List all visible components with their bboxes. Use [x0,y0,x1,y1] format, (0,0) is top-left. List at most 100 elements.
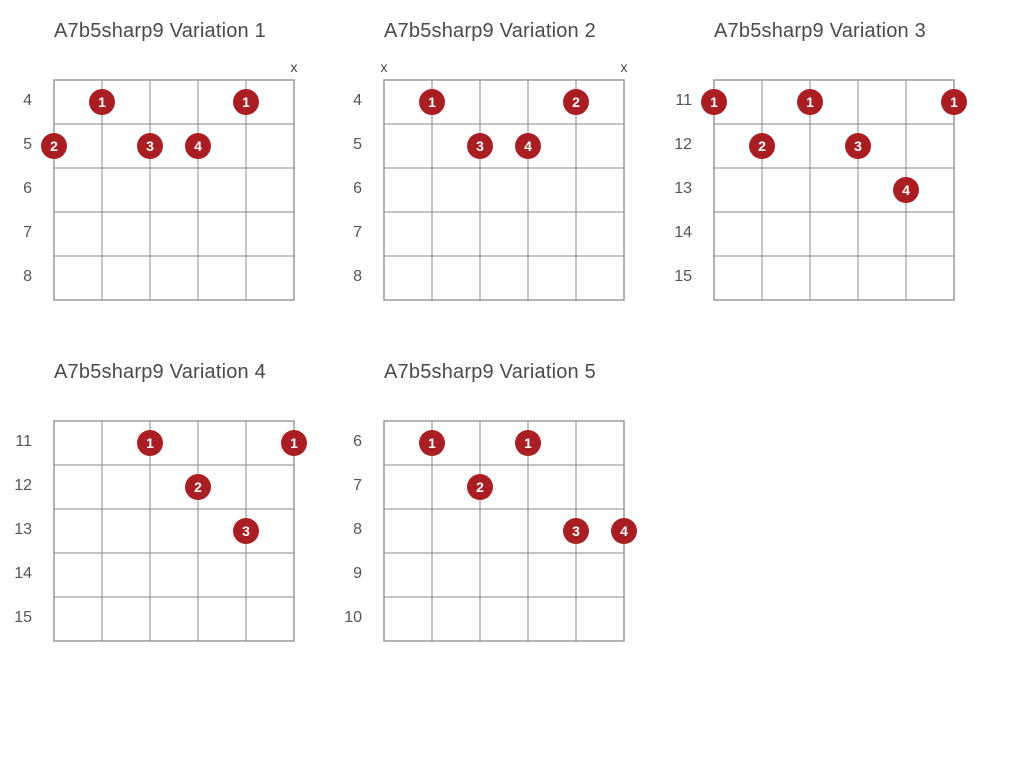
diagram-wrap: 678910 1 1 2 3 4 [340,402,640,642]
chord-title: A7b5sharp9 Variation 4 [10,361,310,384]
svg-text:2: 2 [572,94,580,110]
fret-labels: 678910 [340,420,368,640]
svg-text:1: 1 [950,94,958,110]
fretboard-grid: 1 2 3 4 [368,79,640,301]
svg-text:4: 4 [194,138,202,154]
svg-text:1: 1 [98,94,106,110]
fretboard-grid: 1 1 2 3 4 [38,79,310,301]
grid-area: xx1234 [368,61,640,301]
mute-row [368,402,640,420]
finger-dot: 3 [845,133,871,159]
finger-dot: 4 [185,133,211,159]
diagram-wrap: 45678x11234 [10,61,310,301]
fret-label: 6 [340,167,362,211]
fret-label: 13 [670,167,692,211]
svg-text:1: 1 [428,435,436,451]
finger-dot: 2 [467,474,493,500]
chord-grid-page: A7b5sharp9 Variation 145678x11234A7b5sha… [10,20,1014,642]
fret-label: 9 [340,552,362,596]
chord-diagram: A7b5sharp9 Variation 31112131415111234 [670,20,970,301]
chord-title: A7b5sharp9 Variation 1 [10,20,310,43]
diagram-wrap: 1112131415111234 [670,61,970,301]
fret-label: 11 [670,79,692,123]
fret-label: 15 [670,255,692,299]
svg-text:1: 1 [806,94,814,110]
fret-label: 4 [10,79,32,123]
svg-text:3: 3 [854,138,862,154]
mute-mark: x [291,59,298,75]
svg-text:2: 2 [758,138,766,154]
fret-labels: 45678 [10,79,38,299]
finger-dot: 1 [419,89,445,115]
svg-text:1: 1 [146,435,154,451]
fret-label: 7 [340,464,362,508]
finger-dot: 1 [515,430,541,456]
fret-label: 6 [340,420,362,464]
svg-text:1: 1 [428,94,436,110]
svg-text:2: 2 [476,479,484,495]
fret-label: 4 [340,79,362,123]
fret-label: 8 [340,255,362,299]
finger-dot: 2 [749,133,775,159]
chord-diagram: A7b5sharp9 Variation 5 678910 1 1 2 3 4 [340,361,640,642]
svg-text:2: 2 [50,138,58,154]
grid-area: 1 1 1 2 3 4 [698,61,970,301]
fret-label: 5 [10,123,32,167]
fret-label: 5 [340,123,362,167]
finger-dot: 1 [89,89,115,115]
mute-row [38,402,310,420]
finger-dot: 1 [281,430,307,456]
svg-text:3: 3 [572,523,580,539]
fretboard-grid: 1 1 2 3 [38,420,310,642]
svg-text:3: 3 [476,138,484,154]
svg-text:1: 1 [290,435,298,451]
mute-row: x [38,61,310,79]
chord-diagram: A7b5sharp9 Variation 145678x11234 [10,20,310,301]
mute-row: xx [368,61,640,79]
fret-label: 8 [10,255,32,299]
svg-text:4: 4 [620,523,628,539]
fretboard-grid: 1 1 1 2 3 4 [698,79,970,301]
finger-dot: 4 [515,133,541,159]
grid-area: 1 1 2 3 [38,402,310,642]
finger-dot: 4 [893,177,919,203]
finger-dot: 2 [185,474,211,500]
chord-title: A7b5sharp9 Variation 3 [670,20,970,43]
grid-area: x 1 1 2 3 4 [38,61,310,301]
finger-dot: 1 [233,89,259,115]
finger-dot: 3 [233,518,259,544]
finger-dot: 1 [701,89,727,115]
fret-label: 15 [10,596,32,640]
chord-title: A7b5sharp9 Variation 5 [340,361,640,384]
chord-title: A7b5sharp9 Variation 2 [340,20,640,43]
fret-labels: 1112131415 [10,420,38,640]
fret-label: 6 [10,167,32,211]
fret-label: 10 [340,596,362,640]
finger-dot: 1 [419,430,445,456]
finger-dot: 2 [563,89,589,115]
fret-label: 13 [10,508,32,552]
svg-text:1: 1 [710,94,718,110]
fret-label: 7 [340,211,362,255]
diagram-wrap: 45678xx1234 [340,61,640,301]
svg-text:2: 2 [194,479,202,495]
mute-mark: x [381,59,388,75]
mute-row [698,61,970,79]
fret-label: 14 [670,211,692,255]
mute-mark: x [621,59,628,75]
finger-dot: 3 [563,518,589,544]
finger-dot: 2 [41,133,67,159]
fret-label: 7 [10,211,32,255]
fret-labels: 1112131415 [670,79,698,299]
finger-dot: 3 [467,133,493,159]
fret-labels: 45678 [340,79,368,299]
finger-dot: 3 [137,133,163,159]
fret-label: 11 [10,420,32,464]
fret-label: 12 [10,464,32,508]
diagram-wrap: 11121314151123 [10,402,310,642]
fret-label: 12 [670,123,692,167]
chord-diagram: A7b5sharp9 Variation 411121314151123 [10,361,310,642]
finger-dot: 1 [137,430,163,456]
finger-dot: 1 [797,89,823,115]
grid-area: 1 1 2 3 4 [368,402,640,642]
